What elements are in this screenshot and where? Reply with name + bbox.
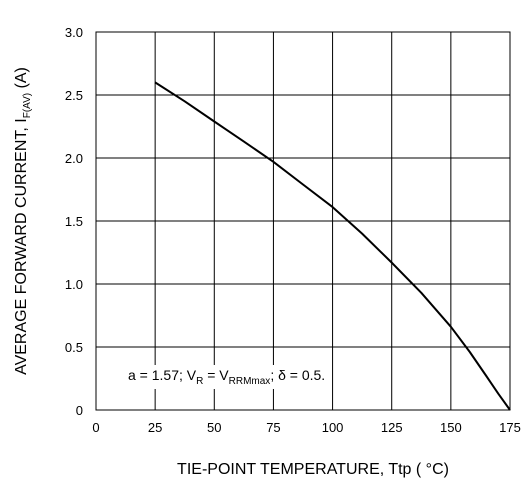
y-tick-labels: 0 0.5 1.0 1.5 2.0 2.5 3.0 bbox=[65, 25, 83, 418]
plot-frame bbox=[95, 31, 511, 411]
annotation-text: ; δ = 0.5. bbox=[270, 367, 325, 383]
y-axis-label-main: AVERAGE FORWARD CURRENT, I bbox=[13, 118, 30, 375]
grid bbox=[96, 32, 510, 410]
y-axis-label: AVERAGE FORWARD CURRENT, IF(AV) (A) bbox=[13, 67, 33, 375]
x-tick-label: 0 bbox=[92, 420, 99, 435]
annotation-group: a = 1.57; VR = VRRMmax; δ = 0.5. bbox=[123, 365, 331, 389]
annotation-text: a = 1.57; V bbox=[128, 367, 197, 383]
x-tick-label: 125 bbox=[381, 420, 403, 435]
series-line bbox=[154, 81, 511, 411]
annotation-subscript: R bbox=[196, 376, 203, 387]
y-tick-label: 0 bbox=[76, 403, 83, 418]
y-tick-label: 0.5 bbox=[65, 340, 83, 355]
annotation-background bbox=[123, 365, 331, 389]
x-tick-label: 25 bbox=[148, 420, 162, 435]
y-axis-label-unit: (A) bbox=[13, 67, 30, 93]
x-tick-label: 50 bbox=[207, 420, 221, 435]
annotation-text: = V bbox=[203, 367, 229, 383]
y-tick-label: 2.0 bbox=[65, 151, 83, 166]
annotation-subscript: RRMmax bbox=[229, 376, 271, 387]
y-tick-label: 1.0 bbox=[65, 277, 83, 292]
x-tick-label: 100 bbox=[322, 420, 344, 435]
y-tick-label: 3.0 bbox=[65, 25, 83, 40]
x-axis-label: TIE-POINT TEMPERATURE, Ttp ( °C) bbox=[177, 461, 449, 478]
x-tick-label: 175 bbox=[499, 420, 521, 435]
x-tick-labels: 0 25 50 75 100 125 150 175 bbox=[92, 420, 520, 435]
series-group bbox=[154, 81, 511, 411]
y-axis-label-subscript: F(AV) bbox=[22, 93, 33, 118]
x-tick-label: 150 bbox=[440, 420, 462, 435]
x-tick-label: 75 bbox=[266, 420, 280, 435]
y-tick-label: 1.5 bbox=[65, 214, 83, 229]
y-tick-label: 2.5 bbox=[65, 88, 83, 103]
annotation: a = 1.57; VR = VRRMmax; δ = 0.5. bbox=[128, 367, 325, 387]
